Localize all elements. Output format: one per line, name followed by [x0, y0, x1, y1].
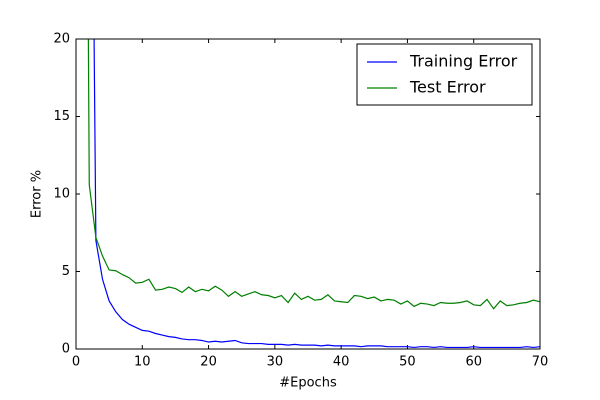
- x-tick-label: 40: [333, 355, 350, 370]
- x-tick-label: 70: [532, 355, 549, 370]
- plot-area: [87, 39, 540, 349]
- y-axis-label: Error %: [30, 170, 45, 218]
- legend-box: [356, 43, 533, 106]
- x-tick-label: 10: [134, 355, 151, 370]
- legend-label: Training Error: [409, 52, 518, 71]
- axes-frame: [75, 38, 541, 350]
- x-tick-label: 50: [399, 355, 416, 370]
- y-tick-label: 10: [53, 187, 70, 202]
- x-tick-label: 0: [72, 355, 80, 370]
- x-axis-label: #Epochs: [279, 376, 337, 391]
- y-tick-label: 5: [62, 264, 70, 279]
- x-tick-label: 60: [465, 355, 482, 370]
- x-tick-label: 20: [200, 355, 217, 370]
- series-line: [93, 39, 540, 349]
- series-line: [87, 39, 540, 310]
- y-tick-label: 20: [53, 32, 70, 47]
- legend-label: Test Error: [409, 78, 486, 97]
- y-tick-label: 15: [53, 109, 70, 124]
- y-tick-label: 0: [62, 342, 70, 357]
- x-tick-label: 30: [267, 355, 284, 370]
